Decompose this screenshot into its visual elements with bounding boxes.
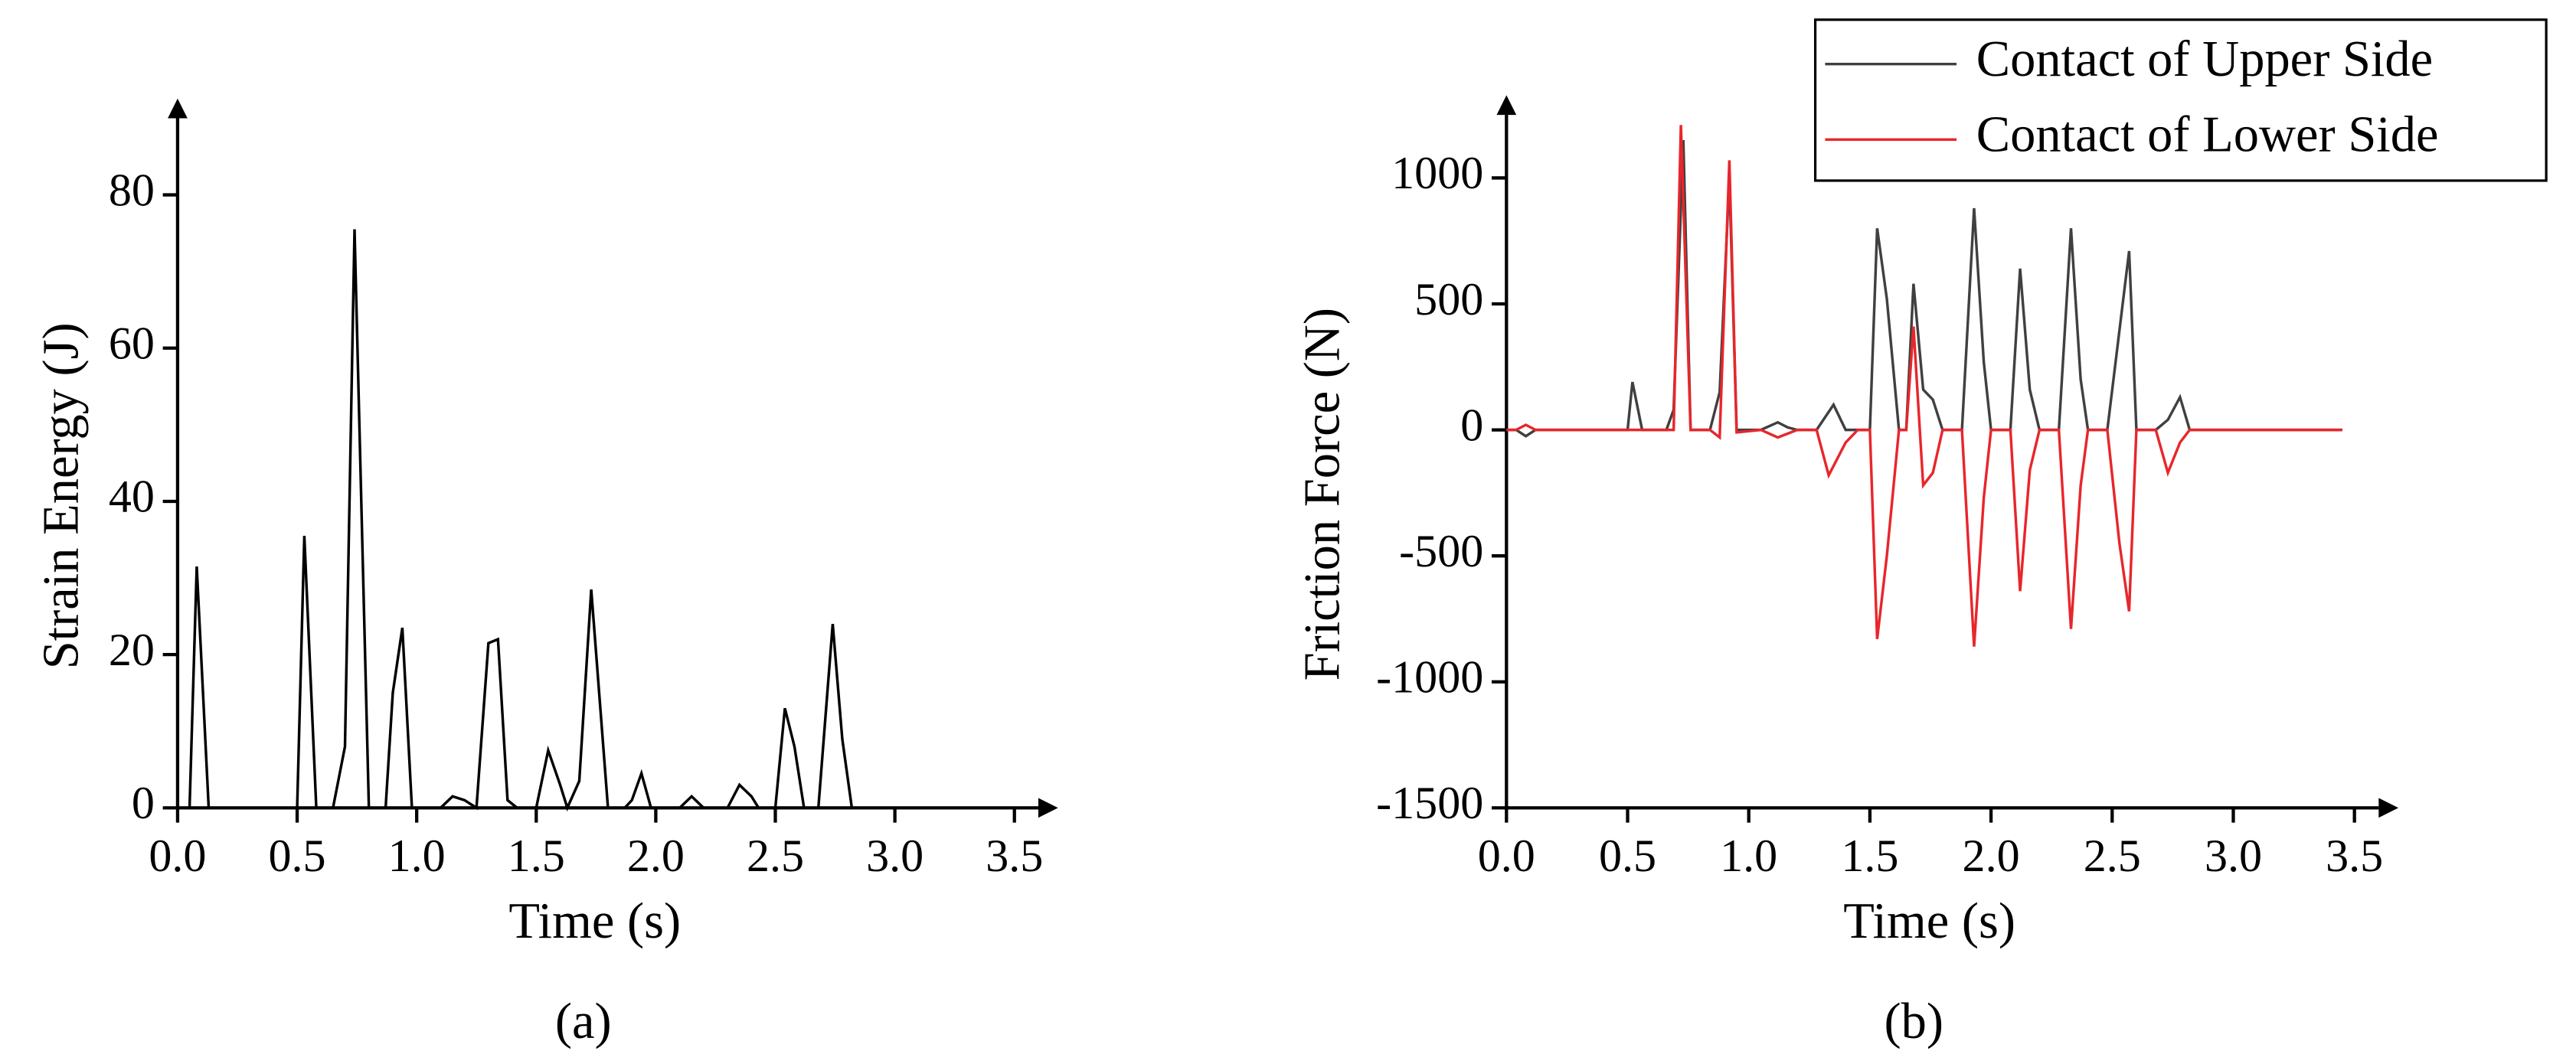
- y-axis-arrow: [1496, 95, 1517, 116]
- y-tick-label: -1000: [1376, 651, 1483, 703]
- y-tick-label: -500: [1399, 525, 1483, 576]
- y-tick-label: 0: [1460, 399, 1483, 450]
- x-tick-label: 2.5: [2084, 830, 2141, 881]
- data-line: [1506, 125, 2342, 647]
- y-tick-label: 80: [109, 164, 155, 215]
- x-tick-label: 2.0: [627, 830, 685, 881]
- x-axis-arrow: [1038, 798, 1058, 818]
- caption: (a): [555, 994, 612, 1049]
- x-tick-label: 1.5: [1841, 830, 1898, 881]
- data-line: [177, 229, 895, 812]
- y-tick-label: -1500: [1376, 777, 1483, 828]
- y-tick-label: 40: [109, 471, 155, 522]
- x-tick-label: 0.0: [149, 830, 206, 881]
- x-tick-label: 2.5: [747, 830, 804, 881]
- x-tick-label: 3.0: [2205, 830, 2262, 881]
- x-axis-label: Time (s): [1843, 893, 2015, 949]
- x-tick-label: 2.0: [1963, 830, 2020, 881]
- x-tick-label: 3.0: [866, 830, 924, 881]
- legend-box: [1813, 18, 2548, 182]
- y-tick-label: 1000: [1391, 147, 1483, 198]
- y-tick-label: 0: [132, 777, 155, 828]
- y-axis-arrow: [168, 98, 188, 119]
- x-tick-label: 1.0: [1720, 830, 1777, 881]
- x-tick-label: 3.5: [986, 830, 1043, 881]
- y-tick-label: 500: [1414, 273, 1483, 325]
- x-tick-label: 3.5: [2326, 830, 2383, 881]
- x-axis-arrow: [2378, 798, 2399, 818]
- y-tick-label: 20: [109, 624, 155, 675]
- y-tick-label: 60: [109, 318, 155, 369]
- data-line: [1506, 140, 2342, 438]
- y-axis-label: Friction Force (N): [1295, 308, 1351, 681]
- x-axis-label: Time (s): [508, 893, 681, 949]
- x-tick-label: 1.0: [388, 830, 446, 881]
- y-axis-label: Strain Energy (J): [33, 322, 89, 669]
- x-tick-label: 0.5: [1599, 830, 1656, 881]
- caption: (b): [1885, 994, 1944, 1049]
- x-tick-label: 0.5: [269, 830, 326, 881]
- x-tick-label: 1.5: [508, 830, 565, 881]
- legend-label: Contact of Lower Side: [1976, 107, 2439, 163]
- x-tick-label: 0.0: [1478, 830, 1535, 881]
- legend-label: Contact of Upper Side: [1976, 31, 2433, 87]
